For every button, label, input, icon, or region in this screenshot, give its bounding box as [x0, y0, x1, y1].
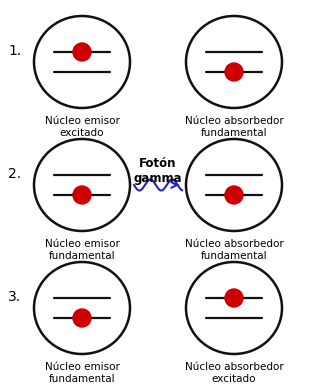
Circle shape [225, 289, 243, 307]
Circle shape [73, 186, 91, 204]
Text: Núcleo absorbedor
fundamental: Núcleo absorbedor fundamental [185, 116, 283, 137]
Text: Núcleo emisor
fundamental: Núcleo emisor fundamental [44, 362, 119, 383]
Text: 2.: 2. [8, 167, 21, 181]
Text: Núcleo absorbedor
fundamental: Núcleo absorbedor fundamental [185, 239, 283, 261]
Text: Fotón
gamma: Fotón gamma [134, 157, 182, 185]
Text: Núcleo absorbedor
excitado: Núcleo absorbedor excitado [185, 362, 283, 383]
Text: 3.: 3. [8, 290, 21, 304]
Circle shape [225, 186, 243, 204]
Text: Núcleo emisor
fundamental: Núcleo emisor fundamental [44, 239, 119, 261]
Circle shape [225, 63, 243, 81]
Text: 1.: 1. [8, 44, 21, 58]
Text: Núcleo emisor
excitado: Núcleo emisor excitado [44, 116, 119, 137]
Circle shape [73, 43, 91, 61]
Circle shape [73, 309, 91, 327]
